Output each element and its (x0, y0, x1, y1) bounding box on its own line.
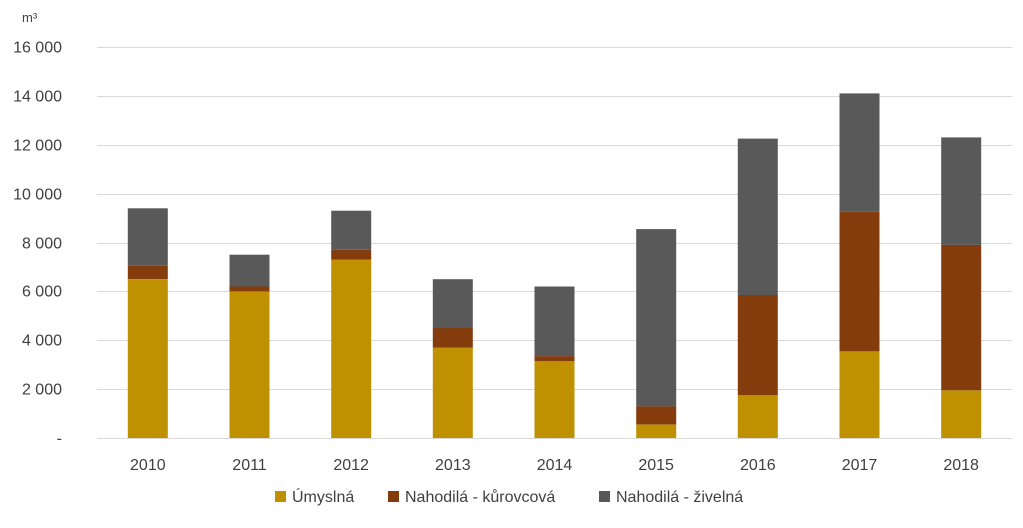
y-tick-label: 8 000 (22, 236, 62, 253)
bar-2017-series-2 (839, 93, 880, 212)
bar-2017-series-0 (839, 351, 880, 438)
bar-2010-series-0 (127, 279, 168, 438)
legend-swatch (275, 491, 286, 502)
bar-2011-series-2 (229, 254, 270, 287)
bar-2014-series-2 (534, 286, 575, 357)
y-tick-label: 2 000 (22, 382, 62, 399)
bar-2016-series-2 (737, 138, 778, 295)
x-tick-label: 2013 (435, 457, 471, 474)
bar-2013-series-2 (432, 279, 473, 329)
y-tick-label: 10 000 (13, 187, 62, 204)
bar-2012-series-2 (331, 210, 372, 250)
bar-2018-series-2 (941, 137, 982, 245)
y-tick-label: 12 000 (13, 138, 62, 155)
legend-label: Nahodilá - kůrovcová (405, 488, 555, 506)
bar-2016-series-1 (737, 295, 778, 396)
y-tick-label: 14 000 (13, 89, 62, 106)
bar-2015-series-0 (636, 424, 677, 438)
legend-label: Úmyslná (292, 487, 354, 506)
bar-2014-series-0 (534, 361, 575, 438)
x-tick-label: 2018 (943, 457, 979, 474)
y-axis: - 2 000 4 000 6 000 8 000 10 000 12 000 14 000 1… (13, 40, 62, 448)
bar-2015-series-1 (636, 406, 677, 425)
bar-2018-series-1 (941, 244, 982, 391)
bar-2015-series-2 (636, 229, 677, 407)
y-tick-label: 6 000 (22, 284, 62, 301)
bars (127, 93, 982, 438)
x-axis: 2010 2011 2012 2013 2014 2015 2016 2017 2018 (130, 457, 979, 474)
x-tick-label: 2015 (638, 457, 674, 474)
legend-label: Nahodilá - živelná (616, 489, 743, 506)
legend-swatch (388, 491, 399, 502)
x-tick-label: 2014 (537, 457, 573, 474)
y-unit-label: m³ (22, 10, 38, 25)
legend-swatch (599, 491, 610, 502)
x-tick-label: 2016 (740, 457, 776, 474)
bar-2010-series-2 (127, 208, 168, 266)
x-tick-label: 2017 (842, 457, 878, 474)
y-tick-label: 16 000 (13, 40, 62, 57)
bar-2013-series-0 (432, 347, 473, 438)
x-tick-label: 2012 (333, 457, 369, 474)
x-tick-label: 2010 (130, 457, 166, 474)
bar-2010-series-1 (127, 265, 168, 280)
bar-2017-series-1 (839, 212, 880, 352)
bar-2013-series-1 (432, 328, 473, 348)
bar-2012-series-0 (331, 259, 372, 438)
bar-2011-series-0 (229, 291, 270, 438)
y-tick-label: - (57, 431, 62, 448)
x-tick-label: 2011 (232, 457, 267, 474)
bar-2014-series-1 (534, 356, 575, 361)
bar-2016-series-0 (737, 395, 778, 438)
bar-2011-series-1 (229, 286, 270, 292)
legend: Úmyslná Nahodilá - kůrovcová Nahodilá - ži… (275, 487, 743, 506)
bar-2018-series-0 (941, 390, 982, 438)
bar-2012-series-1 (331, 249, 372, 260)
y-tick-label: 4 000 (22, 333, 62, 350)
